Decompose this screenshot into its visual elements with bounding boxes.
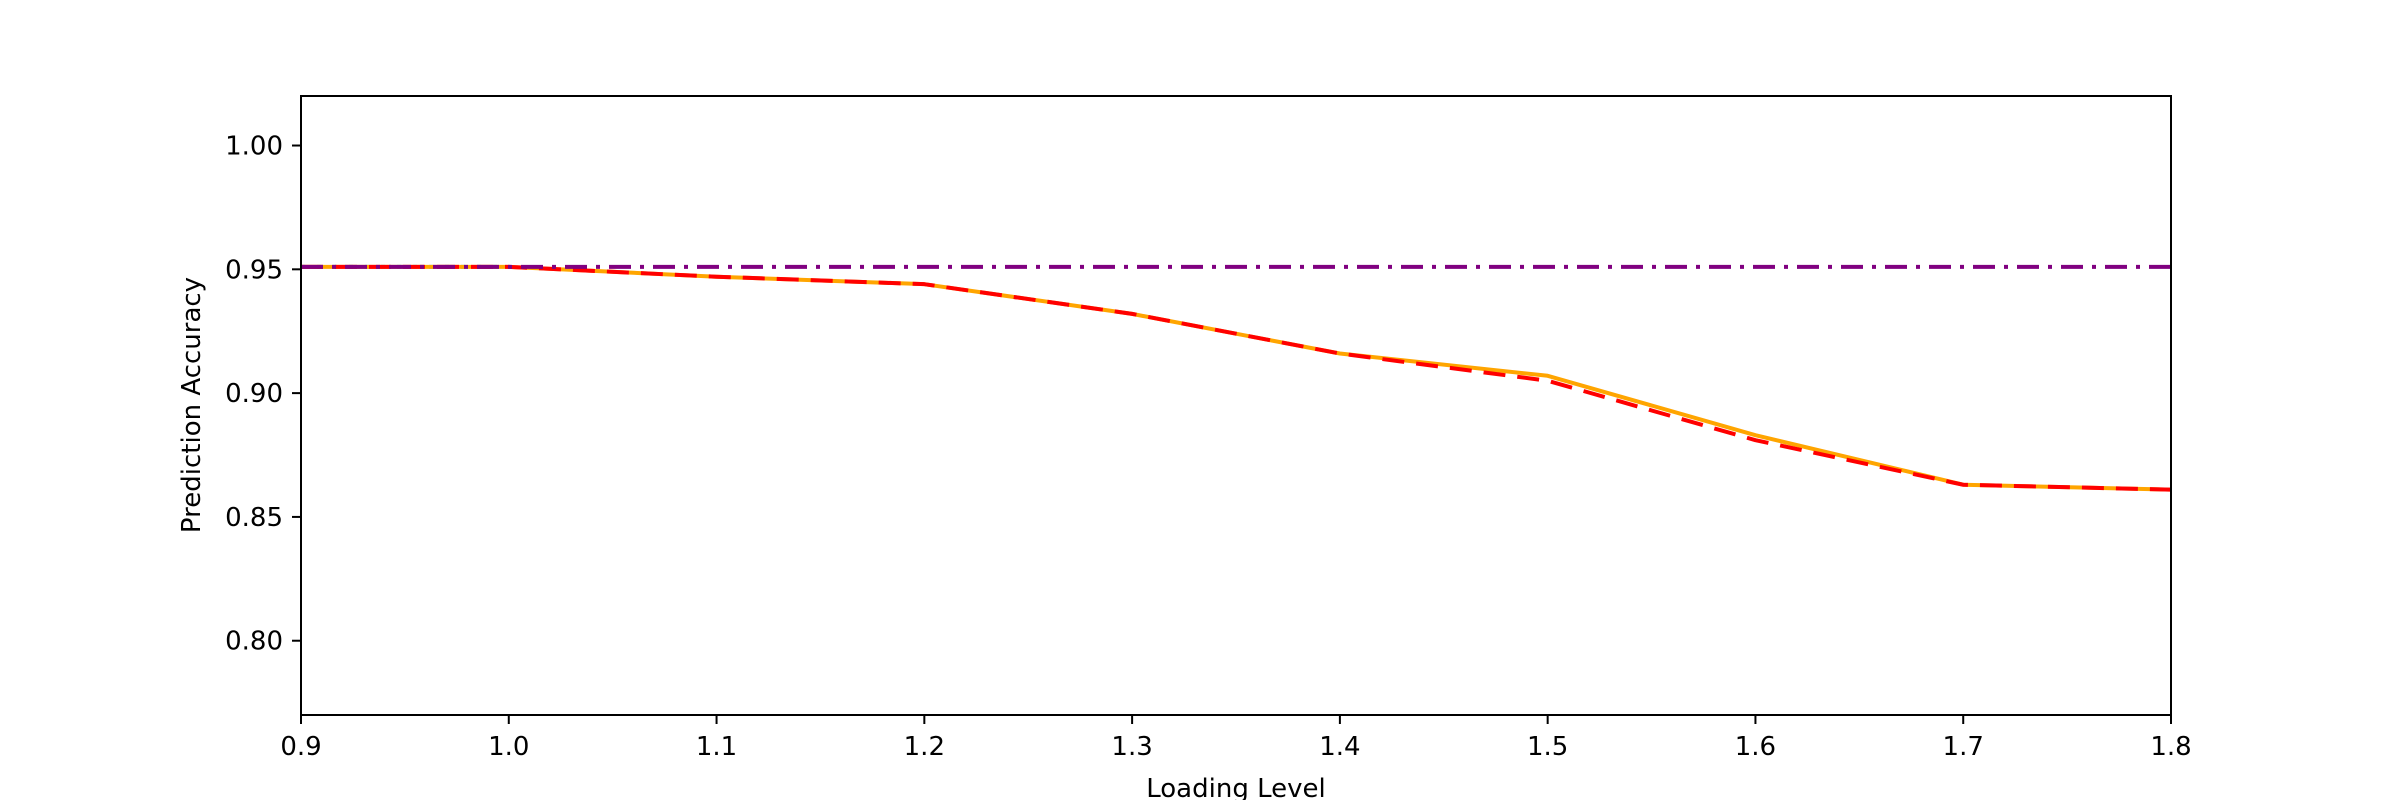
x-tick-label: 1.2 <box>904 732 945 762</box>
x-tick-label: 1.8 <box>2150 732 2191 762</box>
x-tick-label: 1.4 <box>1319 732 1360 762</box>
y-axis-ticks: 0.80 0.85 0.90 0.95 1.00 <box>225 132 301 657</box>
x-tick-label: 1.5 <box>1527 732 1568 762</box>
x-tick-label: 1.7 <box>1943 732 1984 762</box>
y-tick-label: 1.00 <box>225 132 283 162</box>
y-tick-label: 0.95 <box>225 255 283 285</box>
y-tick-label: 0.80 <box>225 627 283 657</box>
y-tick-label: 0.90 <box>225 379 283 409</box>
x-tick-label: 1.0 <box>488 732 529 762</box>
series-layer <box>301 264 2172 492</box>
x-tick-label: 0.9 <box>280 732 321 762</box>
x-axis-label: Loading Level <box>1146 774 1325 800</box>
y-tick-label: 0.85 <box>225 503 283 533</box>
x-axis-ticks: 0.9 1.0 1.1 1.2 1.3 1.4 1.5 1.6 1.7 1.8 <box>280 715 2192 762</box>
x-tick-label: 1.6 <box>1735 732 1776 762</box>
series-line-2 <box>301 264 2172 492</box>
series-line-3 <box>301 264 2172 492</box>
x-tick-label: 1.1 <box>696 732 737 762</box>
x-tick-label: 1.3 <box>1111 732 1152 762</box>
plot-frame <box>300 95 2172 716</box>
y-axis-label: Prediction Accuracy <box>177 277 207 533</box>
